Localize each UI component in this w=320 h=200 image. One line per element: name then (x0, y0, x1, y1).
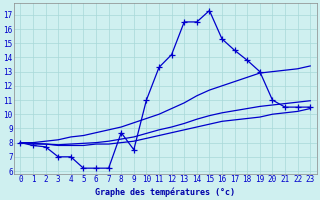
X-axis label: Graphe des températures (°c): Graphe des températures (°c) (95, 187, 235, 197)
